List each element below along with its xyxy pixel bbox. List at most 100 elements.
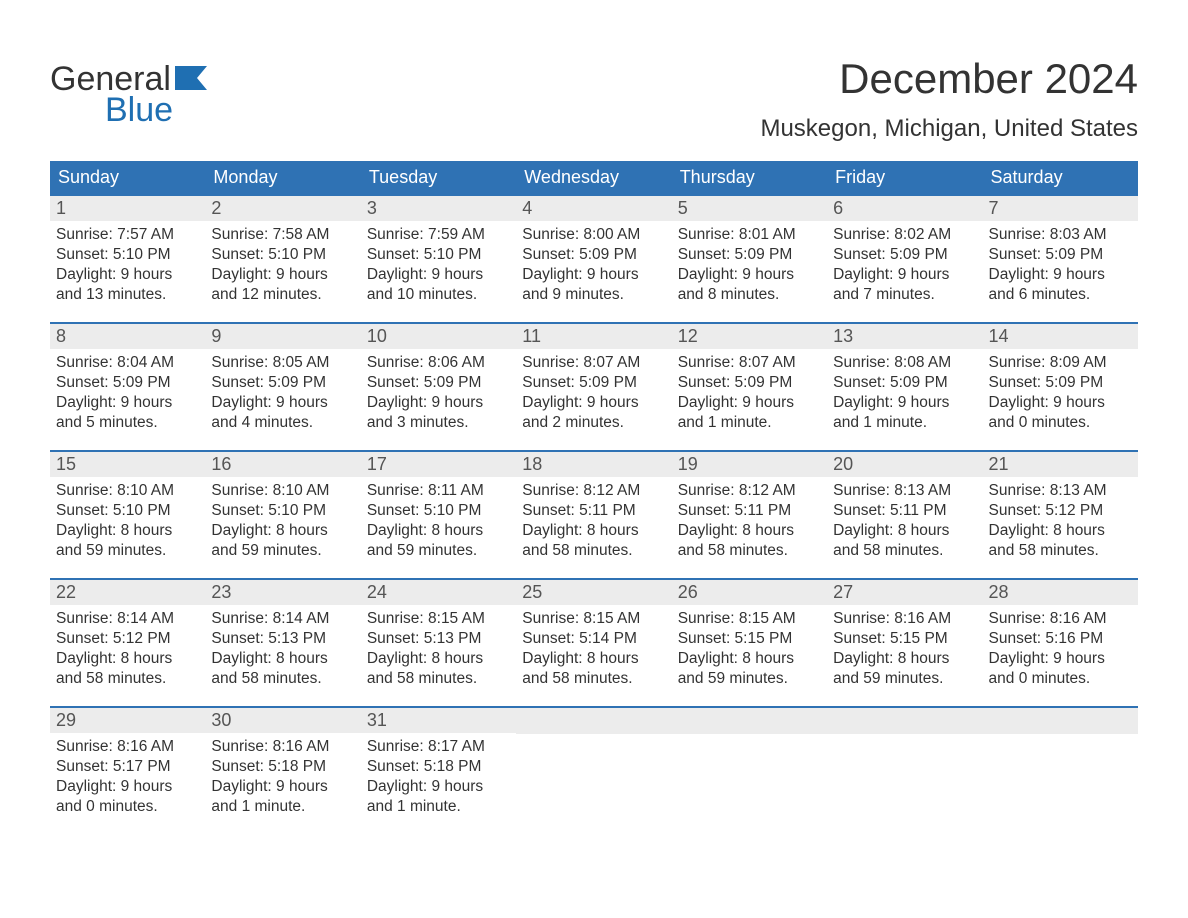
- day-info: Sunrise: 8:07 AMSunset: 5:09 PMDaylight:…: [672, 349, 827, 448]
- info-line-sunset: Sunset: 5:13 PM: [367, 629, 510, 649]
- info-line-sunrise: Sunrise: 8:12 AM: [522, 481, 665, 501]
- day-number: 19: [672, 452, 827, 477]
- info-line-day1: Daylight: 9 hours: [56, 777, 199, 797]
- info-line-sunset: Sunset: 5:10 PM: [56, 245, 199, 265]
- day-cell: 10Sunrise: 8:06 AMSunset: 5:09 PMDayligh…: [361, 324, 516, 450]
- info-line-day1: Daylight: 9 hours: [833, 393, 976, 413]
- day-info: Sunrise: 8:14 AMSunset: 5:13 PMDaylight:…: [205, 605, 360, 704]
- day-info: Sunrise: 8:12 AMSunset: 5:11 PMDaylight:…: [516, 477, 671, 576]
- info-line-day2: and 58 minutes.: [522, 541, 665, 561]
- info-line-sunrise: Sunrise: 8:13 AM: [833, 481, 976, 501]
- day-cell: 22Sunrise: 8:14 AMSunset: 5:12 PMDayligh…: [50, 580, 205, 706]
- day-number: 23: [205, 580, 360, 605]
- day-info: Sunrise: 8:06 AMSunset: 5:09 PMDaylight:…: [361, 349, 516, 448]
- info-line-day1: Daylight: 8 hours: [678, 521, 821, 541]
- day-info: Sunrise: 8:01 AMSunset: 5:09 PMDaylight:…: [672, 221, 827, 320]
- logo: General Blue: [50, 60, 207, 130]
- info-line-sunrise: Sunrise: 7:57 AM: [56, 225, 199, 245]
- info-line-day1: Daylight: 8 hours: [367, 521, 510, 541]
- day-number: 26: [672, 580, 827, 605]
- info-line-sunrise: Sunrise: 8:15 AM: [367, 609, 510, 629]
- day-cell: 11Sunrise: 8:07 AMSunset: 5:09 PMDayligh…: [516, 324, 671, 450]
- info-line-sunset: Sunset: 5:09 PM: [678, 245, 821, 265]
- info-line-sunrise: Sunrise: 8:02 AM: [833, 225, 976, 245]
- week-row: 29Sunrise: 8:16 AMSunset: 5:17 PMDayligh…: [50, 706, 1138, 834]
- info-line-day2: and 58 minutes.: [211, 669, 354, 689]
- day-number: 22: [50, 580, 205, 605]
- info-line-sunset: Sunset: 5:13 PM: [211, 629, 354, 649]
- day-info: Sunrise: 8:14 AMSunset: 5:12 PMDaylight:…: [50, 605, 205, 704]
- day-number: 4: [516, 196, 671, 221]
- info-line-sunrise: Sunrise: 8:00 AM: [522, 225, 665, 245]
- day-number: 17: [361, 452, 516, 477]
- info-line-sunrise: Sunrise: 8:10 AM: [211, 481, 354, 501]
- day-header-thursday: Thursday: [672, 161, 827, 194]
- info-line-day1: Daylight: 9 hours: [211, 777, 354, 797]
- day-cell: 14Sunrise: 8:09 AMSunset: 5:09 PMDayligh…: [983, 324, 1138, 450]
- day-number: 14: [983, 324, 1138, 349]
- day-number: 24: [361, 580, 516, 605]
- info-line-day1: Daylight: 9 hours: [678, 265, 821, 285]
- info-line-day2: and 6 minutes.: [989, 285, 1132, 305]
- weeks-container: 1Sunrise: 7:57 AMSunset: 5:10 PMDaylight…: [50, 194, 1138, 834]
- day-number: 18: [516, 452, 671, 477]
- info-line-sunrise: Sunrise: 8:11 AM: [367, 481, 510, 501]
- info-line-sunset: Sunset: 5:10 PM: [367, 245, 510, 265]
- info-line-sunset: Sunset: 5:09 PM: [56, 373, 199, 393]
- day-number: 15: [50, 452, 205, 477]
- info-line-sunrise: Sunrise: 8:06 AM: [367, 353, 510, 373]
- info-line-sunset: Sunset: 5:10 PM: [211, 501, 354, 521]
- info-line-sunset: Sunset: 5:09 PM: [211, 373, 354, 393]
- info-line-day2: and 58 minutes.: [833, 541, 976, 561]
- info-line-day2: and 59 minutes.: [56, 541, 199, 561]
- day-info: Sunrise: 8:13 AMSunset: 5:11 PMDaylight:…: [827, 477, 982, 576]
- info-line-sunset: Sunset: 5:11 PM: [522, 501, 665, 521]
- day-cell: 16Sunrise: 8:10 AMSunset: 5:10 PMDayligh…: [205, 452, 360, 578]
- day-info: Sunrise: 8:07 AMSunset: 5:09 PMDaylight:…: [516, 349, 671, 448]
- info-line-sunrise: Sunrise: 7:58 AM: [211, 225, 354, 245]
- info-line-day1: Daylight: 9 hours: [522, 265, 665, 285]
- day-info: Sunrise: 8:15 AMSunset: 5:15 PMDaylight:…: [672, 605, 827, 704]
- info-line-day2: and 59 minutes.: [833, 669, 976, 689]
- info-line-day2: and 1 minute.: [678, 413, 821, 433]
- info-line-sunset: Sunset: 5:10 PM: [211, 245, 354, 265]
- info-line-sunrise: Sunrise: 8:05 AM: [211, 353, 354, 373]
- info-line-day1: Daylight: 9 hours: [678, 393, 821, 413]
- info-line-sunrise: Sunrise: 8:16 AM: [989, 609, 1132, 629]
- info-line-day2: and 59 minutes.: [367, 541, 510, 561]
- day-cell: 2Sunrise: 7:58 AMSunset: 5:10 PMDaylight…: [205, 196, 360, 322]
- day-number: 31: [361, 708, 516, 733]
- info-line-sunset: Sunset: 5:12 PM: [989, 501, 1132, 521]
- info-line-day1: Daylight: 8 hours: [833, 521, 976, 541]
- day-info: Sunrise: 8:12 AMSunset: 5:11 PMDaylight:…: [672, 477, 827, 576]
- title-block: December 2024 Muskegon, Michigan, United…: [760, 40, 1138, 143]
- day-number: 13: [827, 324, 982, 349]
- info-line-sunset: Sunset: 5:14 PM: [522, 629, 665, 649]
- info-line-day1: Daylight: 8 hours: [56, 521, 199, 541]
- day-header-sunday: Sunday: [50, 161, 205, 194]
- info-line-sunset: Sunset: 5:15 PM: [678, 629, 821, 649]
- info-line-day2: and 58 minutes.: [522, 669, 665, 689]
- week-row: 8Sunrise: 8:04 AMSunset: 5:09 PMDaylight…: [50, 322, 1138, 450]
- day-number: 10: [361, 324, 516, 349]
- day-info: Sunrise: 8:16 AMSunset: 5:18 PMDaylight:…: [205, 733, 360, 832]
- info-line-day1: Daylight: 9 hours: [989, 393, 1132, 413]
- info-line-sunset: Sunset: 5:17 PM: [56, 757, 199, 777]
- day-number: 25: [516, 580, 671, 605]
- info-line-day2: and 0 minutes.: [56, 797, 199, 817]
- info-line-sunrise: Sunrise: 8:13 AM: [989, 481, 1132, 501]
- day-number: 29: [50, 708, 205, 733]
- info-line-day2: and 4 minutes.: [211, 413, 354, 433]
- info-line-sunset: Sunset: 5:10 PM: [56, 501, 199, 521]
- info-line-day1: Daylight: 9 hours: [56, 393, 199, 413]
- info-line-day2: and 10 minutes.: [367, 285, 510, 305]
- info-line-sunset: Sunset: 5:09 PM: [522, 373, 665, 393]
- week-row: 15Sunrise: 8:10 AMSunset: 5:10 PMDayligh…: [50, 450, 1138, 578]
- day-info: Sunrise: 8:09 AMSunset: 5:09 PMDaylight:…: [983, 349, 1138, 448]
- day-info: Sunrise: 8:16 AMSunset: 5:16 PMDaylight:…: [983, 605, 1138, 704]
- day-info: Sunrise: 8:10 AMSunset: 5:10 PMDaylight:…: [50, 477, 205, 576]
- info-line-day2: and 9 minutes.: [522, 285, 665, 305]
- day-cell: 30Sunrise: 8:16 AMSunset: 5:18 PMDayligh…: [205, 708, 360, 834]
- day-cell: 12Sunrise: 8:07 AMSunset: 5:09 PMDayligh…: [672, 324, 827, 450]
- day-number: 20: [827, 452, 982, 477]
